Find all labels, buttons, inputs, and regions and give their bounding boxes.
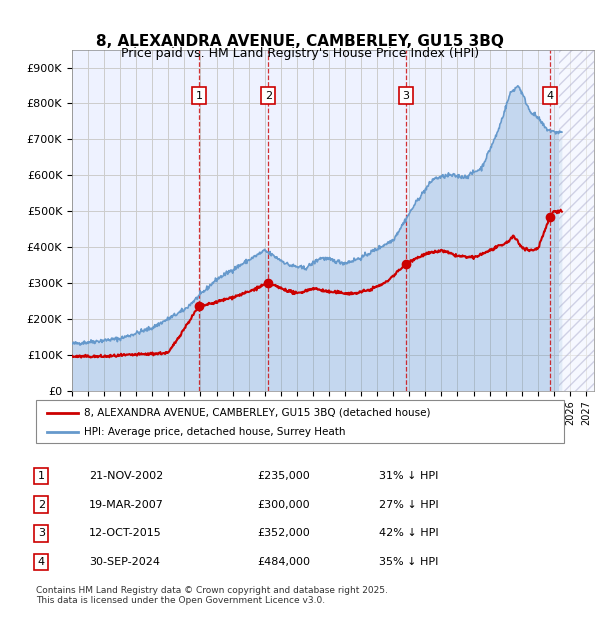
- Text: HPI: Average price, detached house, Surrey Heath: HPI: Average price, detached house, Surr…: [83, 427, 345, 438]
- Text: 27% ↓ HPI: 27% ↓ HPI: [379, 500, 439, 510]
- Text: 30-SEP-2024: 30-SEP-2024: [89, 557, 160, 567]
- Text: 21-NOV-2002: 21-NOV-2002: [89, 471, 163, 481]
- Text: 42% ↓ HPI: 42% ↓ HPI: [379, 528, 439, 538]
- Text: 19-MAR-2007: 19-MAR-2007: [89, 500, 164, 510]
- Text: £484,000: £484,000: [258, 557, 311, 567]
- Text: 2: 2: [38, 500, 45, 510]
- Text: £352,000: £352,000: [258, 528, 311, 538]
- Text: 1: 1: [196, 91, 202, 100]
- Text: 4: 4: [38, 557, 45, 567]
- Text: 3: 3: [38, 528, 45, 538]
- Text: 31% ↓ HPI: 31% ↓ HPI: [379, 471, 439, 481]
- Text: £300,000: £300,000: [258, 500, 310, 510]
- Text: 35% ↓ HPI: 35% ↓ HPI: [379, 557, 439, 567]
- Text: £235,000: £235,000: [258, 471, 311, 481]
- Text: 2: 2: [265, 91, 272, 100]
- Text: 12-OCT-2015: 12-OCT-2015: [89, 528, 161, 538]
- Text: Contains HM Land Registry data © Crown copyright and database right 2025.
This d: Contains HM Land Registry data © Crown c…: [36, 586, 388, 605]
- Text: 8, ALEXANDRA AVENUE, CAMBERLEY, GU15 3BQ: 8, ALEXANDRA AVENUE, CAMBERLEY, GU15 3BQ: [96, 34, 504, 49]
- Text: 8, ALEXANDRA AVENUE, CAMBERLEY, GU15 3BQ (detached house): 8, ALEXANDRA AVENUE, CAMBERLEY, GU15 3BQ…: [83, 408, 430, 418]
- Text: Price paid vs. HM Land Registry's House Price Index (HPI): Price paid vs. HM Land Registry's House …: [121, 46, 479, 60]
- Text: 3: 3: [403, 91, 409, 100]
- Text: 4: 4: [546, 91, 553, 100]
- Text: 1: 1: [38, 471, 45, 481]
- FancyBboxPatch shape: [36, 400, 564, 443]
